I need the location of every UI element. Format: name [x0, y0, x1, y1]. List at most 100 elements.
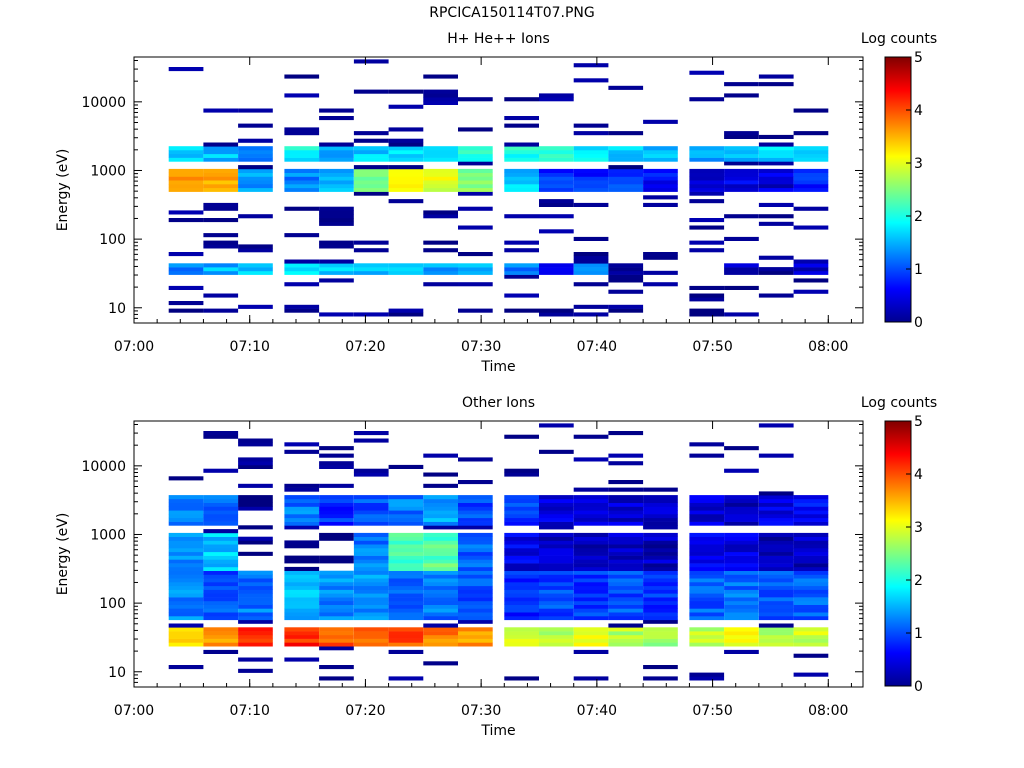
heatmap-cell [504, 270, 539, 275]
heatmap-cell [423, 514, 458, 519]
heatmap-cell [643, 252, 678, 257]
heatmap-cell [284, 627, 320, 632]
heatmap-cell [758, 221, 794, 226]
heatmap-cell [758, 187, 794, 192]
heatmap-cell [203, 267, 239, 272]
heatmap-cell [284, 150, 320, 155]
heatmap-cell [793, 187, 829, 192]
heatmap-cell [504, 434, 539, 439]
heatmap-cell [238, 438, 273, 443]
heatmap-cell [238, 270, 273, 275]
heatmap-cell [388, 616, 424, 621]
heatmap-cell [319, 495, 354, 500]
heatmap-cell [539, 566, 574, 571]
heatmap-cell [608, 431, 644, 436]
heatmap-cell [423, 267, 458, 272]
heatmap-cell [539, 423, 574, 428]
heatmap-cell [573, 487, 609, 492]
heatmap-cell [724, 582, 759, 587]
y-tick-label: 10 [108, 301, 126, 317]
heatmap-cell [319, 570, 354, 575]
heatmap-cell [689, 248, 725, 253]
heatmap-cell [689, 600, 725, 605]
heatmap-cell [353, 638, 389, 643]
heatmap-cell [724, 270, 759, 275]
heatmap-cell [689, 570, 725, 575]
heatmap-cell [608, 165, 644, 170]
heatmap-cell [573, 157, 609, 162]
heatmap-cell [608, 150, 644, 155]
heatmap-cell [203, 631, 239, 636]
heatmap-cell [539, 517, 574, 522]
heatmap-cell [423, 502, 458, 507]
heatmap-cell [689, 510, 725, 515]
heatmap-cell [203, 510, 239, 515]
heatmap-cell [388, 464, 424, 469]
heatmap-cell [689, 597, 725, 602]
heatmap-cell [238, 536, 273, 541]
heatmap-cell [319, 631, 354, 636]
heatmap-cell [689, 585, 725, 590]
heatmap-cell [388, 168, 424, 173]
heatmap-cell [793, 563, 829, 568]
heatmap-cell [573, 457, 609, 462]
heatmap-cell [504, 570, 539, 575]
heatmap-cell [689, 157, 725, 162]
heatmap-cell [423, 623, 458, 628]
heatmap-cell [423, 495, 458, 500]
heatmap-cell [724, 498, 759, 503]
heatmap-cell [793, 289, 829, 294]
heatmap-cell [458, 616, 493, 621]
heatmap-cell [423, 612, 458, 617]
heatmap-cell [238, 642, 273, 647]
heatmap-cell [319, 108, 354, 113]
heatmap-cell [504, 293, 539, 298]
heatmap-cell [168, 623, 204, 628]
colorbar-tick-label: 5 [914, 414, 923, 430]
heatmap-cell [724, 548, 759, 553]
heatmap-cell [643, 514, 678, 519]
heatmap-cell [643, 521, 678, 526]
heatmap-cell [319, 259, 354, 264]
y-axis-label: Energy (eV) [55, 149, 71, 232]
heatmap-cell [388, 570, 424, 575]
heatmap-cell [353, 514, 389, 519]
heatmap-cell [458, 161, 493, 166]
x-tick-label: 07:00 [114, 339, 154, 355]
heatmap-cell [758, 510, 794, 515]
heatmap-cell [353, 517, 389, 522]
heatmap-cell [724, 604, 759, 609]
heatmap-cell [284, 187, 320, 192]
heatmap-cell [423, 74, 458, 79]
heatmap-cell [758, 495, 794, 500]
heatmap-cell [758, 180, 794, 185]
heatmap-cell [573, 649, 609, 654]
heatmap-cell [353, 566, 389, 571]
heatmap-cell [573, 544, 609, 549]
heatmap-cell [608, 521, 644, 526]
heatmap-cell [793, 589, 829, 594]
y-tick-label: 10000 [81, 459, 126, 475]
heatmap-cell [319, 461, 354, 466]
colorbar-tick-label: 5 [914, 50, 923, 66]
heatmap-cell [388, 514, 424, 519]
heatmap-cell [758, 176, 794, 181]
heatmap-cell [539, 638, 574, 643]
heatmap-cell [319, 446, 354, 451]
heatmap-cell [504, 563, 539, 568]
heatmap-cell [758, 540, 794, 545]
heatmap-cell [539, 180, 574, 185]
heatmap-cell [353, 563, 389, 568]
heatmap-cell [689, 517, 725, 522]
heatmap-cell [539, 187, 574, 192]
heatmap-cell [504, 187, 539, 192]
heatmap-cell [689, 502, 725, 507]
heatmap-cell [643, 604, 678, 609]
heatmap-cell [573, 585, 609, 590]
heatmap-cell [388, 150, 424, 155]
heatmap-cell [388, 593, 424, 598]
heatmap-cell [608, 176, 644, 181]
heatmap-cell [238, 442, 273, 447]
heatmap-cell [504, 176, 539, 181]
heatmap-cell [504, 608, 539, 613]
